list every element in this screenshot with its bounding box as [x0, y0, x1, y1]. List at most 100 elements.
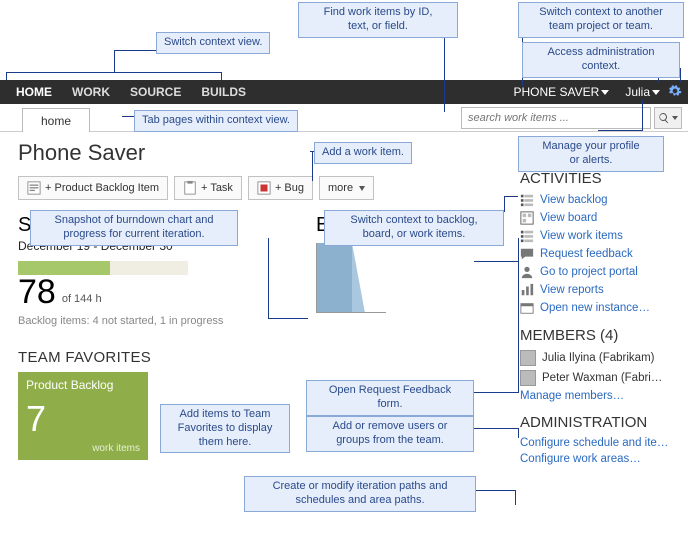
avatar	[520, 370, 536, 386]
avatar	[520, 350, 536, 366]
nav-user-menu[interactable]: Julia	[617, 85, 668, 99]
favorite-tile[interactable]: Product Backlog 7 work items	[18, 372, 148, 460]
nav-source[interactable]: SOURCE	[120, 85, 191, 99]
sprint-progress-bar	[18, 261, 188, 275]
leader	[598, 130, 642, 131]
add-work-item-row: + Product Backlog Item + Task + Bug more	[18, 176, 508, 200]
leader	[122, 116, 134, 117]
members-header: MEMBERS (4)	[520, 327, 680, 344]
callout-switch-backlog: Switch context to backlog,board, or work…	[324, 210, 504, 246]
leader	[518, 428, 519, 438]
nav-project-selector[interactable]: PHONE SAVER	[506, 85, 618, 99]
callout-manage-profile: Manage your profileor alerts.	[518, 136, 664, 172]
activity-link[interactable]: Go to project portal	[520, 263, 680, 281]
callout-switch-team: Switch context to anotherteam project or…	[518, 2, 684, 38]
reports-icon	[520, 283, 534, 297]
sprint-hours-value: 78	[18, 275, 56, 309]
nav-user-label: Julia	[625, 85, 650, 99]
open-icon	[520, 301, 534, 315]
activity-link[interactable]: View backlog	[520, 191, 680, 209]
add-more-button[interactable]: more	[319, 176, 374, 200]
leader	[476, 490, 516, 491]
tab-search-bar: home	[0, 104, 688, 132]
leader	[114, 50, 156, 51]
admin-header: ADMINISTRATION	[520, 414, 680, 431]
project-title: Phone Saver	[18, 140, 508, 166]
callout-create-iterations: Create or modify iteration paths andsche…	[244, 476, 476, 512]
chevron-down-icon	[359, 186, 365, 191]
activity-link[interactable]: Open new instance…	[520, 299, 680, 317]
bug-icon	[257, 181, 271, 195]
activity-link[interactable]: Request feedback	[520, 245, 680, 263]
activity-label: Open new instance…	[540, 302, 650, 314]
callout-open-feedback: Open Request Feedbackform.	[306, 380, 474, 416]
leader	[474, 428, 518, 429]
leader	[312, 151, 313, 181]
nav-home[interactable]: HOME	[6, 85, 62, 99]
top-nav: HOME WORK SOURCE BUILDS PHONE SAVER Juli…	[0, 80, 688, 104]
add-bug-label: + Bug	[275, 182, 304, 194]
activity-label: View work items	[540, 230, 623, 242]
leader	[515, 490, 516, 505]
callout-add-work-item: Add a work item.	[314, 142, 412, 164]
callout-find-work-items: Find work items by ID,text, or field.	[298, 2, 458, 38]
chevron-down-icon	[652, 90, 660, 95]
sprint-hours-total: of 144 h	[62, 293, 102, 305]
callout-add-remove-users: Add or remove users orgroups from the te…	[306, 416, 474, 452]
list-icon	[520, 193, 534, 207]
chevron-down-icon	[672, 116, 678, 120]
activity-label: Go to project portal	[540, 266, 638, 278]
team-favorites-header: TEAM FAVORITES	[18, 349, 298, 366]
add-pbi-button[interactable]: + Product Backlog Item	[18, 176, 168, 200]
leader	[504, 196, 505, 212]
backlog-status: Backlog items: 4 not started, 1 in progr…	[18, 315, 298, 327]
manage-members-link[interactable]: Manage members…	[520, 388, 680, 404]
activity-link[interactable]: View board	[520, 209, 680, 227]
leader-bracket-nav	[6, 72, 222, 80]
leader	[268, 318, 308, 319]
search-icon	[658, 112, 670, 124]
member-row: Julia Ilyina (Fabrikam)	[520, 348, 680, 368]
pbi-icon	[27, 181, 41, 195]
admin-list: Configure schedule and ite…Configure wor…	[520, 435, 680, 467]
add-task-label: + Task	[201, 182, 233, 194]
tile-title: Product Backlog	[26, 378, 140, 392]
portal-icon	[520, 265, 534, 279]
admin-link[interactable]: Configure schedule and ite…	[520, 435, 680, 451]
activity-link[interactable]: View work items	[520, 227, 680, 245]
leader	[114, 50, 115, 73]
nav-work[interactable]: WORK	[62, 85, 120, 99]
admin-link[interactable]: Configure work areas…	[520, 451, 680, 467]
members-list: Julia Ilyina (Fabrikam) Peter Waxman (Fab…	[520, 348, 680, 388]
search-input[interactable]	[461, 107, 651, 129]
callout-switch-context-view: Switch context view.	[156, 32, 270, 54]
board-icon	[520, 211, 534, 225]
add-task-button[interactable]: + Task	[174, 176, 242, 200]
leader	[474, 392, 518, 393]
member-name: Peter Waxman (Fabri…	[542, 372, 662, 384]
add-pbi-label: + Product Backlog Item	[45, 182, 159, 194]
leader	[504, 196, 518, 197]
burndown-chart[interactable]	[316, 243, 386, 313]
side-panel: ACTIVITIES View backlog View board View wo…	[520, 170, 680, 467]
callout-snapshot-burndown: Snapshot of burndown chart andprogress f…	[30, 210, 238, 246]
callout-add-favorites: Add items to TeamFavorites to displaythe…	[160, 404, 290, 453]
search-button[interactable]	[654, 107, 682, 129]
activity-label: View reports	[540, 284, 604, 296]
chevron-down-icon	[601, 90, 609, 95]
activities-header: ACTIVITIES	[520, 170, 680, 187]
tile-subtitle: work items	[92, 443, 140, 454]
tab-home[interactable]: home	[22, 108, 90, 132]
activity-link[interactable]: View reports	[520, 281, 680, 299]
activities-list: View backlog View board View work items Req…	[520, 191, 680, 317]
gear-icon[interactable]	[668, 84, 682, 101]
add-bug-button[interactable]: + Bug	[248, 176, 313, 200]
member-name: Julia Ilyina (Fabrikam)	[542, 352, 654, 364]
activity-label: View board	[540, 212, 597, 224]
activity-label: Request feedback	[540, 248, 633, 260]
callout-tab-pages: Tab pages within context view.	[134, 110, 298, 132]
tile-number: 7	[26, 398, 46, 440]
list-icon	[520, 229, 534, 243]
nav-builds[interactable]: BUILDS	[191, 85, 256, 99]
callout-admin-context: Access administrationcontext.	[522, 42, 680, 78]
